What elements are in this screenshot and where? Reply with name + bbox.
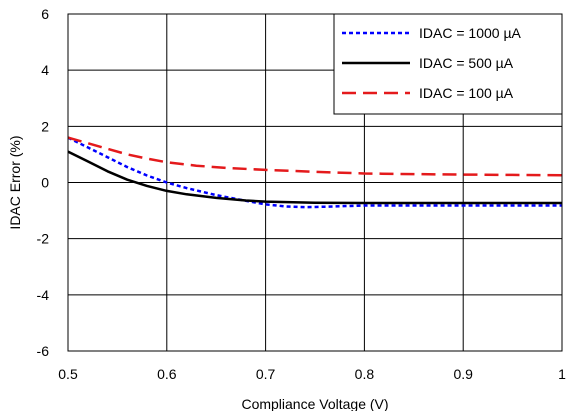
y-tick-label: 2 (41, 118, 49, 134)
x-tick-label: 0.8 (355, 366, 375, 382)
y-tick-label: 6 (41, 6, 49, 22)
y-tick-label: -4 (37, 287, 50, 303)
legend-label-0: IDAC = 1000 µA (419, 25, 522, 41)
legend-label-2: IDAC = 100 µA (419, 85, 514, 101)
x-tick-label: 1 (558, 366, 566, 382)
y-axis-title: IDAC Error (%) (7, 135, 23, 229)
legend-label-1: IDAC = 500 µA (419, 55, 514, 71)
series-layer (68, 138, 562, 208)
series-line-2 (68, 138, 562, 176)
x-tick-label: 0.6 (157, 366, 177, 382)
y-tick-label: 4 (41, 62, 49, 78)
x-tick-label: 0.9 (453, 366, 473, 382)
series-line-1 (68, 152, 562, 203)
x-tick-label: 0.7 (256, 366, 276, 382)
y-tick-label: -2 (37, 231, 50, 247)
series-line-0 (68, 138, 562, 208)
legend: IDAC = 1000 µA IDAC = 500 µA IDAC = 100 µA (334, 14, 562, 114)
y-tick-label: -6 (37, 343, 50, 359)
x-tick-label: 0.5 (58, 366, 78, 382)
y-tick-label: 0 (41, 175, 49, 191)
x-axis-title: Compliance Voltage (V) (241, 396, 388, 411)
